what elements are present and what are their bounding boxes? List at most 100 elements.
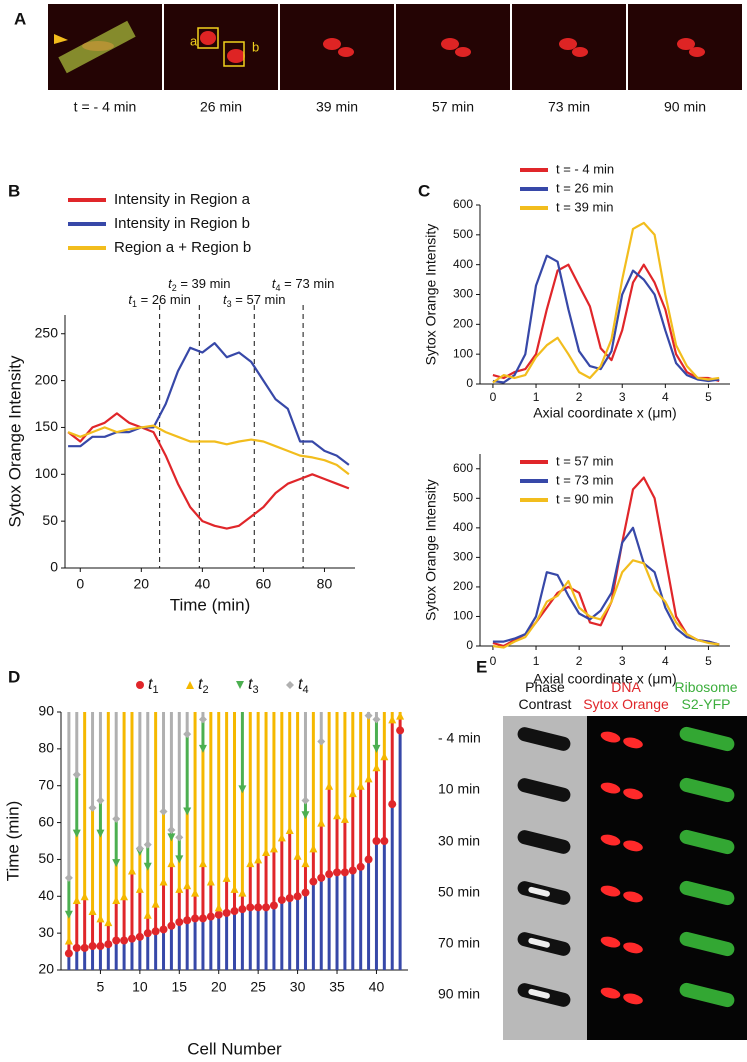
marker (230, 884, 239, 893)
marker (88, 803, 97, 812)
row-label: 90 min (438, 986, 480, 1002)
legend-symbol: t (198, 676, 203, 693)
dna-spot (441, 38, 459, 50)
marker (286, 681, 294, 689)
marker (285, 825, 294, 834)
marker (167, 833, 176, 842)
legend-label: t = 39 min (556, 199, 613, 214)
microscopy-column (587, 716, 665, 1040)
x-tick-label: 5 (705, 654, 712, 668)
event-symbol: t (128, 292, 133, 307)
marker (206, 912, 215, 921)
marker (159, 877, 168, 886)
marker (198, 859, 207, 868)
marker (64, 873, 73, 882)
marker (269, 901, 278, 910)
marker (372, 744, 381, 753)
frame-label: 26 min (200, 99, 242, 115)
marker (348, 866, 357, 875)
marker (191, 888, 200, 897)
marker (301, 888, 310, 897)
dna-spot (623, 840, 643, 852)
y-tick-label: 400 (453, 257, 473, 271)
marker (151, 899, 160, 908)
marker (175, 833, 184, 842)
legend-label: t = 90 min (556, 491, 613, 506)
marker (364, 774, 373, 783)
dna-spot (689, 47, 705, 57)
column-header: Ribosome S2-YFP (674, 679, 737, 712)
marker (143, 910, 152, 919)
column-header-line: Ribosome (674, 679, 737, 695)
dna-spot (623, 737, 643, 749)
dna-spot (227, 49, 245, 63)
legend-label: Intensity in Region b (114, 215, 250, 232)
column-header: DNA Sytox Orange (583, 679, 669, 712)
marker (96, 796, 105, 805)
event-label: t4 = 73 min (272, 276, 334, 293)
marker (340, 814, 349, 823)
x-tick-label: 0 (490, 390, 497, 404)
marker (112, 859, 121, 868)
x-tick-label: 0 (490, 654, 497, 668)
y-axis-label: Time (min) (3, 801, 22, 882)
event-label: t2 = 39 min (168, 276, 230, 293)
data-line (67, 424, 350, 476)
legend-label: t = 26 min (556, 180, 613, 195)
event-index: 3 (227, 299, 232, 309)
marker (396, 711, 405, 720)
marker (88, 907, 97, 916)
frame-label: 57 min (432, 99, 474, 115)
y-tick-label: 0 (466, 638, 473, 652)
microscopy-column (503, 716, 587, 1040)
row-label: 50 min (438, 884, 480, 900)
y-tick-label: 500 (453, 227, 473, 241)
marker (333, 868, 342, 877)
dna-spot (600, 885, 621, 897)
marker (309, 844, 318, 853)
marker (372, 837, 381, 845)
marker (186, 681, 194, 689)
marker (238, 905, 247, 914)
dna-spot (677, 38, 695, 50)
dna-spot (623, 891, 643, 903)
y-tick-label: 200 (453, 317, 473, 331)
legend-symbol: t (148, 676, 153, 693)
legend-index: 2 (202, 684, 208, 696)
x-tick-label: 20 (134, 576, 150, 592)
column-header-line: Contrast (519, 696, 572, 712)
row-label: 10 min (438, 781, 480, 797)
marker (72, 829, 81, 838)
legend-label: Intensity in Region a (114, 191, 251, 208)
marker (175, 918, 184, 927)
y-tick-label: 100 (453, 609, 473, 623)
marker (64, 949, 73, 958)
marker (301, 811, 310, 820)
x-tick-label: 10 (132, 979, 148, 995)
marker (372, 715, 381, 724)
x-tick-label: 40 (195, 576, 211, 592)
marker (104, 918, 113, 927)
marker (143, 840, 152, 849)
marker (238, 888, 247, 897)
dna-spot (455, 47, 471, 57)
x-tick-label: 4 (662, 654, 669, 668)
event-index: 2 (172, 283, 177, 293)
dna-spot (600, 936, 621, 948)
marker (262, 903, 271, 912)
marker (364, 711, 373, 720)
marker (372, 763, 381, 772)
row-label: 70 min (438, 935, 480, 951)
marker (293, 851, 302, 860)
ribosome-signal (679, 880, 735, 906)
x-axis-label: Time (min) (170, 595, 251, 614)
y-tick-label: 150 (35, 418, 59, 434)
ribosome-signal (679, 931, 735, 957)
data-line (492, 254, 720, 384)
event-index: 4 (275, 283, 280, 293)
region-label: b (252, 39, 259, 54)
y-axis-label: Sytox Orange Intensity (423, 479, 439, 621)
panel-label: E (476, 657, 487, 676)
ribosome-signal (679, 726, 735, 752)
